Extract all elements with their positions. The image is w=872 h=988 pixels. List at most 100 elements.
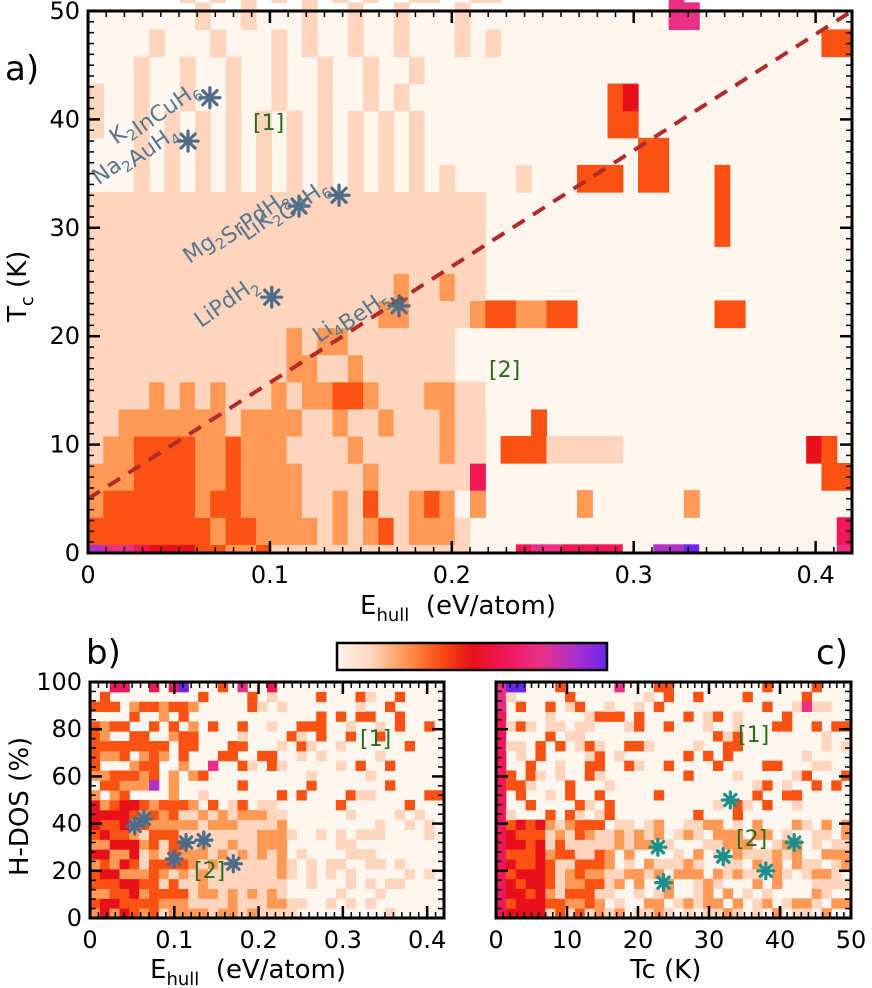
panel-c-cell bbox=[496, 809, 507, 821]
panel-a-cell bbox=[378, 273, 395, 302]
panel-a-cell bbox=[271, 300, 288, 329]
panel-b-cell bbox=[365, 790, 376, 801]
panel-b-cell bbox=[296, 721, 307, 732]
panel-a-ytick-label: 30 bbox=[49, 214, 80, 242]
panel-c-cell bbox=[574, 829, 586, 840]
panel-c-cell bbox=[496, 839, 507, 850]
panel-b-cell bbox=[355, 849, 366, 860]
panel-c-cell bbox=[821, 888, 832, 899]
panel-b-cell bbox=[149, 780, 160, 791]
panel-a-cell bbox=[836, 463, 853, 491]
panel-c-cell bbox=[762, 701, 773, 712]
panel-c-cell bbox=[634, 760, 645, 771]
panel-c-cell bbox=[545, 898, 556, 909]
panel-c-cell bbox=[614, 819, 625, 830]
panel-a-cell bbox=[256, 219, 272, 247]
panel-b-cell bbox=[355, 760, 366, 771]
panel-a-cell bbox=[393, 435, 410, 464]
panel-a-cell bbox=[240, 246, 257, 274]
panel-a-cell bbox=[225, 273, 242, 302]
panel-b-cell bbox=[158, 908, 170, 919]
panel-a-cell bbox=[836, 544, 853, 554]
panel-c-cell bbox=[634, 878, 645, 889]
panel-c-cell bbox=[555, 829, 566, 840]
panel-b-cell bbox=[149, 809, 160, 821]
panel-b-cell bbox=[109, 701, 120, 712]
panel-b-cell bbox=[257, 888, 268, 899]
panel-c-markers bbox=[648, 790, 804, 893]
panel-a-cell bbox=[347, 137, 364, 166]
panel-a-cell bbox=[439, 517, 456, 545]
panel-b-cell bbox=[119, 809, 130, 821]
panel-a-cell bbox=[256, 164, 272, 193]
panel-b-cell bbox=[198, 790, 209, 801]
panel-c-cell bbox=[505, 691, 517, 703]
panel-c-cell bbox=[752, 868, 763, 880]
panel-a-cell bbox=[240, 327, 257, 356]
panel-c-cell bbox=[801, 898, 813, 909]
panel-b-cell bbox=[139, 908, 150, 919]
panel-c-cell bbox=[594, 888, 605, 899]
panel-c-cell bbox=[693, 691, 704, 703]
panel-b-cell bbox=[99, 888, 111, 899]
panel-a-cell bbox=[408, 354, 425, 383]
panel-b-cell bbox=[286, 731, 297, 742]
panel-b-cell bbox=[296, 790, 307, 801]
panel-b-cell bbox=[227, 839, 238, 850]
panel-c-cell bbox=[515, 682, 527, 693]
panel-b-cell bbox=[217, 859, 229, 870]
panel-c-cell bbox=[624, 819, 635, 830]
panel-b-cell bbox=[247, 868, 258, 880]
panel-b-cell bbox=[394, 859, 406, 870]
panel-c-cell bbox=[604, 809, 615, 821]
panel-a-cell bbox=[317, 517, 334, 545]
panel-b-cell bbox=[237, 800, 248, 811]
panel-b-star-stroke bbox=[226, 856, 241, 871]
panel-a-xtick-label: 0.1 bbox=[251, 561, 289, 589]
panel-a-cell bbox=[531, 408, 547, 437]
panel-a-cell bbox=[439, 273, 456, 302]
panel-b-cell bbox=[237, 849, 248, 860]
panel-c-cell bbox=[604, 839, 615, 850]
panel-c-cell bbox=[722, 829, 734, 840]
panel-c-cell bbox=[505, 819, 517, 830]
panel-a-cell bbox=[179, 408, 196, 437]
panel-c-cell bbox=[781, 839, 793, 850]
panel-c-cell bbox=[742, 849, 753, 860]
panel-b-star-stroke bbox=[136, 811, 152, 827]
panel-a-cell bbox=[133, 517, 150, 545]
panel-c-cell bbox=[574, 741, 586, 752]
panel-a-cell bbox=[210, 408, 227, 437]
panel-a-cell bbox=[133, 300, 150, 329]
panel-a-cell bbox=[194, 354, 211, 383]
panel-a-cell bbox=[683, 2, 700, 31]
panel-b-ytick-label: 80 bbox=[51, 715, 82, 743]
panel-b-cell bbox=[404, 819, 415, 830]
panel-a-cell bbox=[118, 463, 135, 491]
panel-a-cell bbox=[164, 110, 181, 139]
panel-c-cell bbox=[535, 839, 546, 850]
panel-b-cell bbox=[149, 888, 160, 899]
panel-a-cell bbox=[103, 354, 120, 383]
panel-c-cell bbox=[811, 859, 822, 870]
panel-a-cell bbox=[317, 246, 334, 274]
panel-c-cell bbox=[604, 849, 615, 860]
panel-c-cell bbox=[762, 888, 773, 899]
panel-b-cell bbox=[99, 878, 111, 889]
panel-a-cell bbox=[378, 354, 395, 383]
panel-c-cell bbox=[663, 721, 674, 732]
panel-a-cell bbox=[424, 435, 441, 464]
panel-b-cell bbox=[188, 849, 199, 860]
panel-c-cell bbox=[496, 682, 507, 693]
panel-a-cell bbox=[88, 435, 104, 464]
panel-c-cell bbox=[643, 908, 655, 919]
panel-a-cell bbox=[393, 192, 410, 220]
panel-c-cell bbox=[594, 839, 605, 850]
panel-c-cell bbox=[811, 682, 822, 693]
panel-a-cell bbox=[363, 246, 379, 274]
panel-a-cell bbox=[225, 408, 242, 437]
panel-b-cell bbox=[208, 898, 219, 909]
panel-a-cell bbox=[470, 273, 486, 302]
panel-c-cell bbox=[634, 839, 645, 850]
panel-c-cell bbox=[752, 859, 763, 870]
